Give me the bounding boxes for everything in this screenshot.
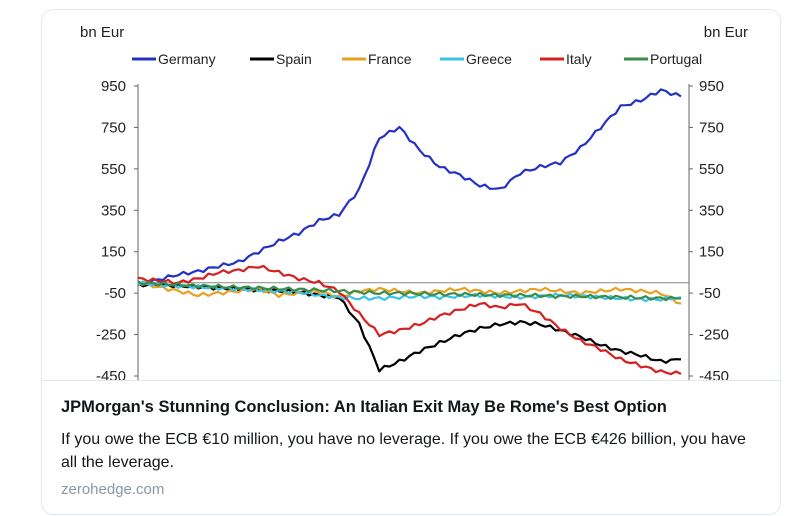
card-title[interactable]: JPMorgan's Stunning Conclusion: An Itali… [61, 398, 667, 416]
series-line-italy [137, 264, 682, 376]
chart-image[interactable]: bn Eur bn Eur Germany Spain France Greece It… [42, 10, 780, 381]
y-tick-label: 150 [101, 244, 126, 261]
y-tick-label: 350 [699, 202, 724, 219]
y-tick-label: 550 [101, 161, 126, 178]
series-line-germany [137, 88, 682, 286]
legend-label: Italy [566, 51, 592, 67]
legend-label: Germany [158, 51, 216, 67]
link-preview-card[interactable]: bn Eur bn Eur Germany Spain France Greece It… [41, 9, 781, 515]
legend-label: Greece [466, 51, 512, 67]
unit-left-label: bn Eur [80, 24, 124, 41]
series-line-france [137, 281, 682, 305]
line-chart: bn Eur bn Eur Germany Spain France Greece It… [80, 24, 748, 380]
plot-area [137, 88, 689, 376]
y-tick-label: -450 [96, 368, 126, 380]
y-tick-label: -250 [699, 327, 729, 344]
y-axis-right: 950 750 550 350 150 -50 -250 -450 [688, 78, 729, 380]
y-tick-label: -250 [96, 327, 126, 344]
chart-legend: Germany Spain France Greece Italy Portugal [132, 51, 702, 67]
y-tick-label: 550 [699, 161, 724, 178]
y-tick-label: 950 [101, 78, 126, 95]
y-axis-left: 950 750 550 350 150 -50 -250 -450 [96, 78, 139, 380]
legend-label: France [368, 51, 412, 67]
y-tick-label: -50 [699, 285, 721, 302]
legend-label: Spain [276, 51, 312, 67]
y-tick-label: -50 [104, 285, 126, 302]
card-description: If you owe the ECB €10 million, you have… [61, 431, 746, 471]
y-tick-label: 750 [101, 119, 126, 136]
y-tick-label: 750 [699, 119, 724, 136]
y-tick-label: 150 [699, 244, 724, 261]
unit-right-label: bn Eur [704, 24, 748, 41]
card-info[interactable]: JPMorgan's Stunning Conclusion: An Itali… [42, 381, 780, 514]
y-tick-label: -450 [699, 368, 729, 380]
legend-label: Portugal [650, 51, 702, 67]
y-tick-label: 350 [101, 202, 126, 219]
y-tick-label: 950 [699, 78, 724, 95]
card-domain: zerohedge.com [61, 481, 165, 498]
series-line-portugal [137, 280, 682, 302]
